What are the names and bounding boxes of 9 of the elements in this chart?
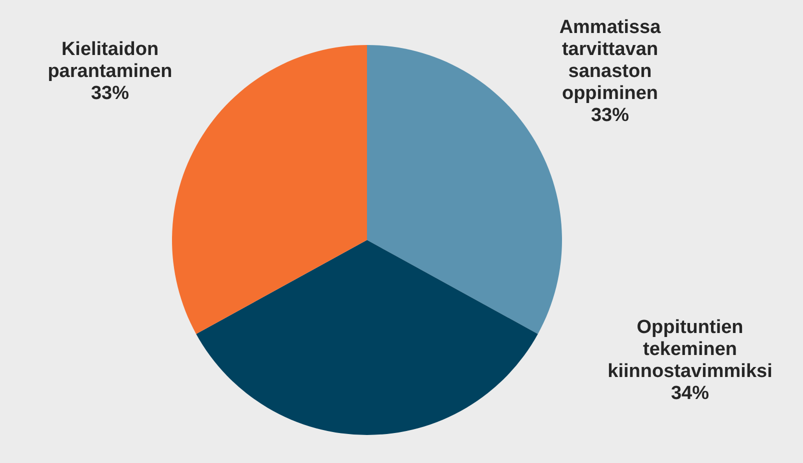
pie-slice (196, 240, 538, 435)
data-label: 33% (590, 105, 630, 126)
data-label: 34% (670, 383, 710, 404)
slice-label: Kielitaidon parantaminen (48, 39, 172, 82)
pie-slice (172, 45, 367, 334)
pie-slice (367, 45, 562, 334)
slice-label: Ammatissa tarvittavan sanaston oppiminen (559, 17, 662, 104)
data-label: 33% (90, 83, 130, 104)
slice-label: Oppituntien tekeminen kiinnostavimmiksi (608, 317, 772, 382)
